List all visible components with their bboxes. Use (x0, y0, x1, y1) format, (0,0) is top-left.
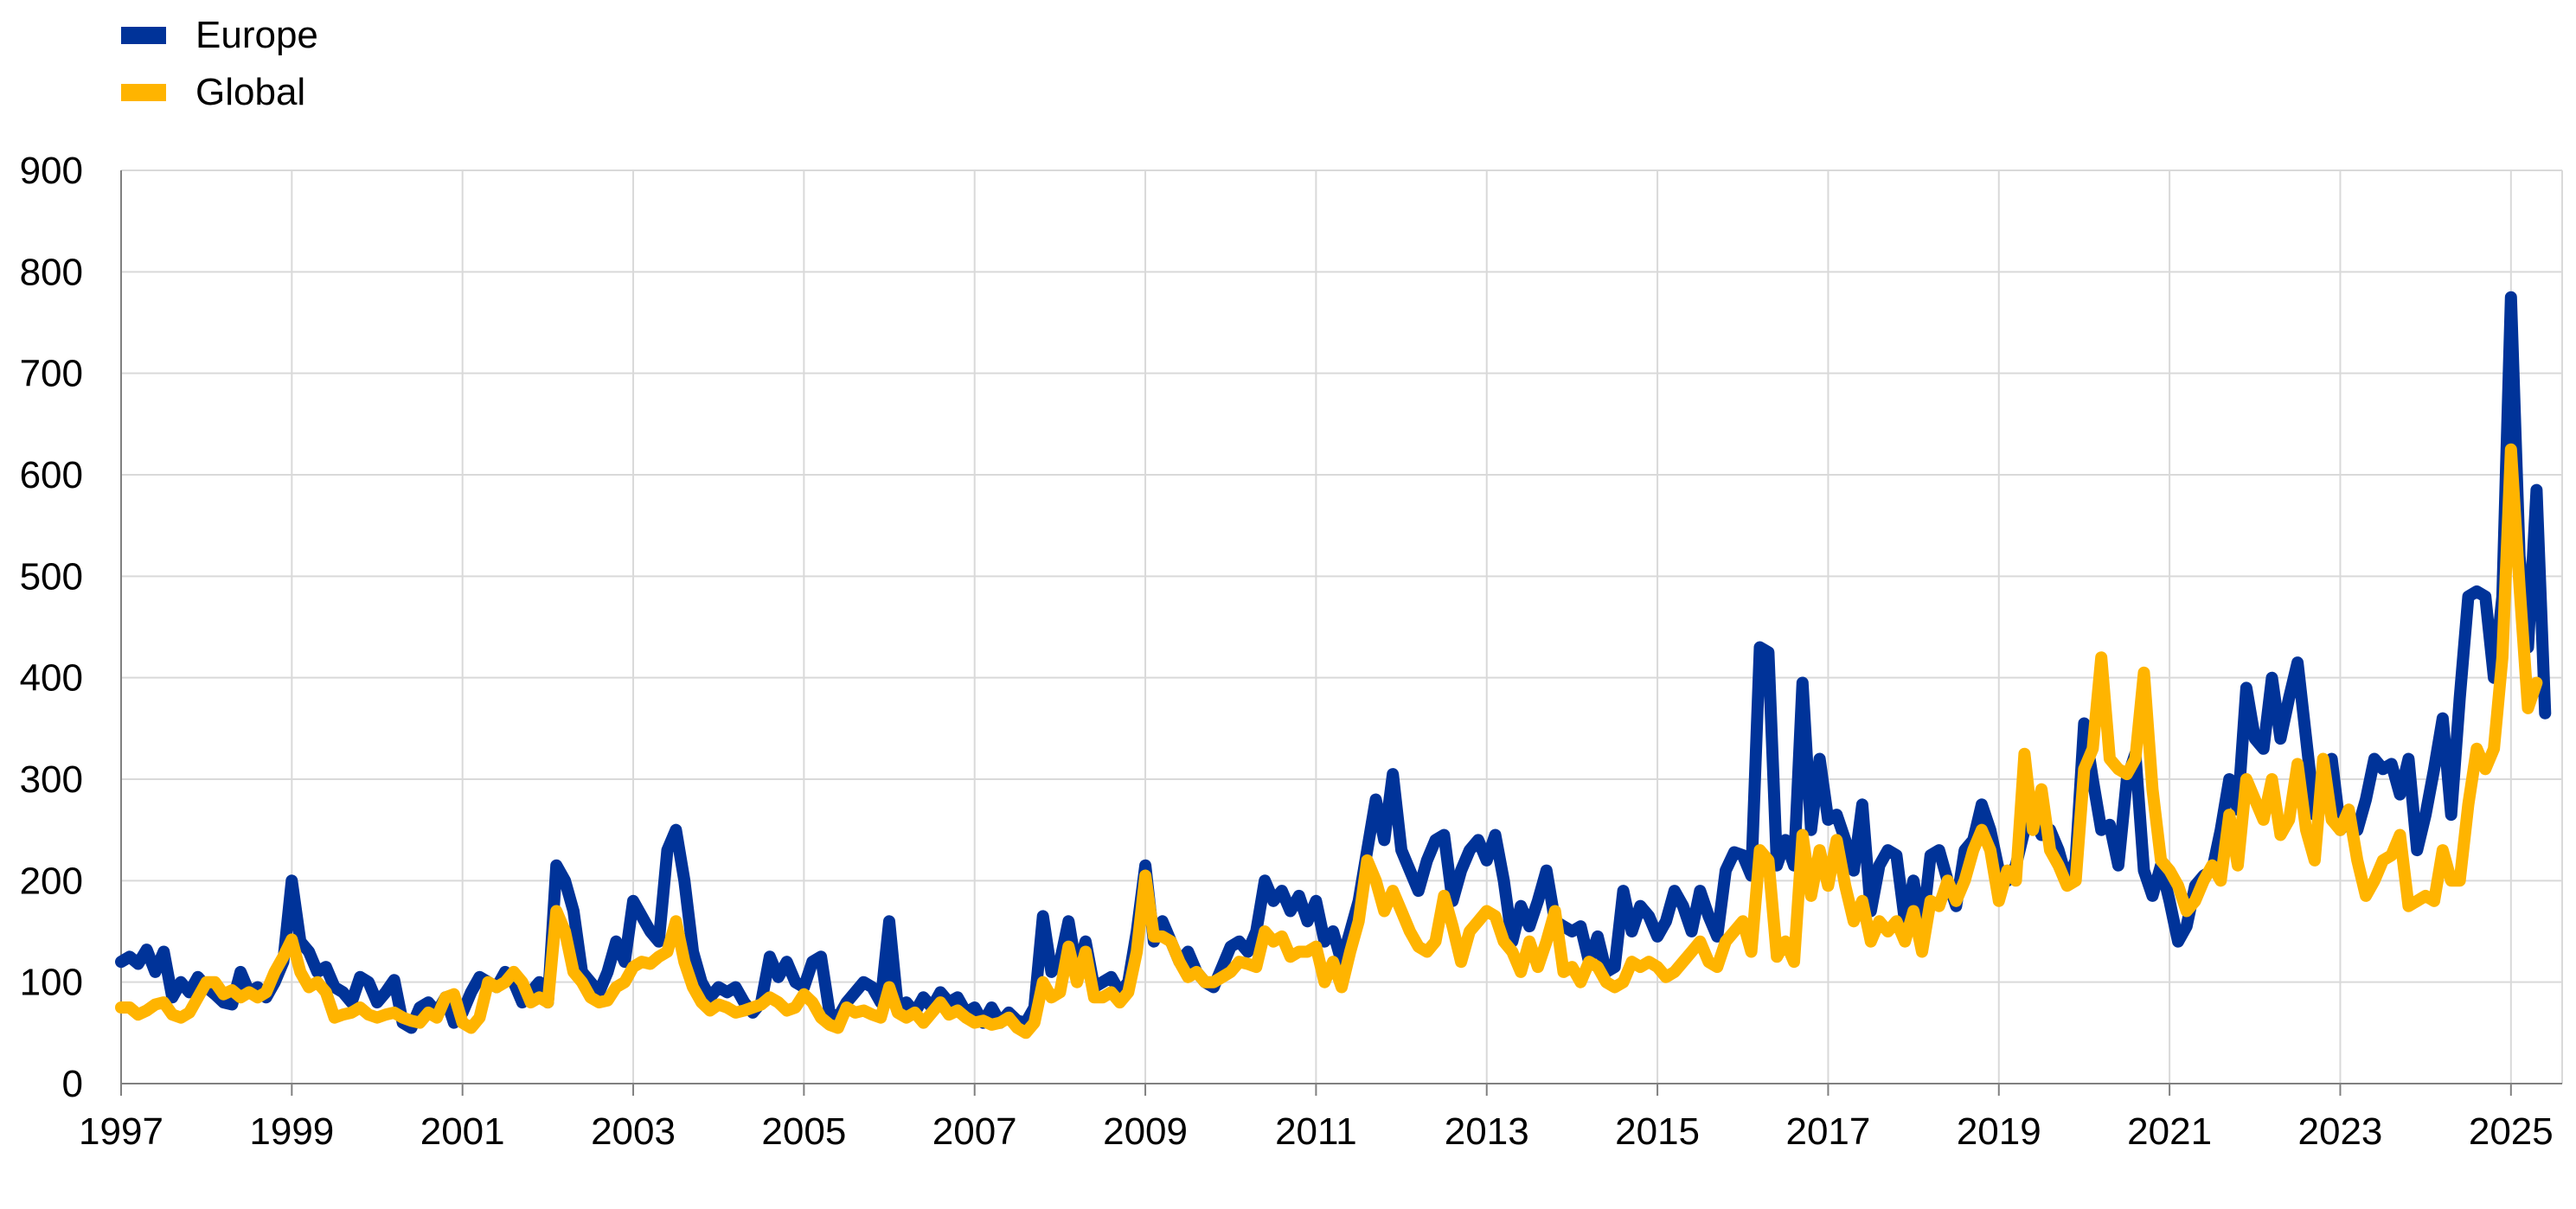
axes (120, 170, 2562, 1096)
y-tick-label-500: 500 (20, 555, 83, 598)
y-tick-label-300: 300 (20, 758, 83, 801)
x-tick-label-2021: 2021 (2127, 1110, 2212, 1153)
y-tick-label-100: 100 (20, 962, 83, 1004)
x-tick-label-1997: 1997 (79, 1110, 163, 1153)
series-line-global (115, 443, 2543, 1039)
x-tick-label-2023: 2023 (2298, 1110, 2383, 1153)
legend: Europe Global (121, 7, 318, 121)
series-lines (115, 291, 2552, 1039)
y-tick-label-700: 700 (20, 353, 83, 395)
y-tick-label-400: 400 (20, 657, 83, 700)
x-tick-label-2011: 2011 (1275, 1110, 1357, 1153)
x-tick-label-2015: 2015 (1615, 1110, 1700, 1153)
legend-label-global: Global (195, 71, 306, 113)
x-tick-label-2025: 2025 (2469, 1110, 2554, 1153)
x-tick-label-2017: 2017 (1785, 1110, 1870, 1153)
x-tick-label-2019: 2019 (1957, 1110, 2041, 1153)
legend-swatch-global (121, 84, 166, 101)
y-tick-label-0: 0 (62, 1063, 83, 1105)
x-tick-label-1999: 1999 (249, 1110, 334, 1153)
x-tick-label-2001: 2001 (420, 1110, 505, 1153)
legend-item-europe: Europe (121, 7, 318, 64)
legend-item-global: Global (121, 64, 318, 121)
x-tick-label-2013: 2013 (1445, 1110, 1529, 1153)
y-tick-label-900: 900 (20, 150, 83, 192)
y-tick-label-200: 200 (20, 860, 83, 902)
y-tick-label-600: 600 (20, 454, 83, 496)
x-tick-label-2007: 2007 (932, 1110, 1017, 1153)
legend-label-europe: Europe (195, 14, 318, 56)
x-tick-label-2009: 2009 (1103, 1110, 1188, 1153)
x-tick-label-2005: 2005 (761, 1110, 846, 1153)
legend-swatch-europe (121, 27, 166, 44)
tick-labels: 0 100 200 300 400 500 600 700 800 900 1997 1999 2001… (20, 150, 2554, 1153)
y-tick-label-800: 800 (20, 251, 83, 293)
series-line-europe (115, 291, 2552, 1034)
x-tick-label-2003: 2003 (591, 1110, 676, 1153)
